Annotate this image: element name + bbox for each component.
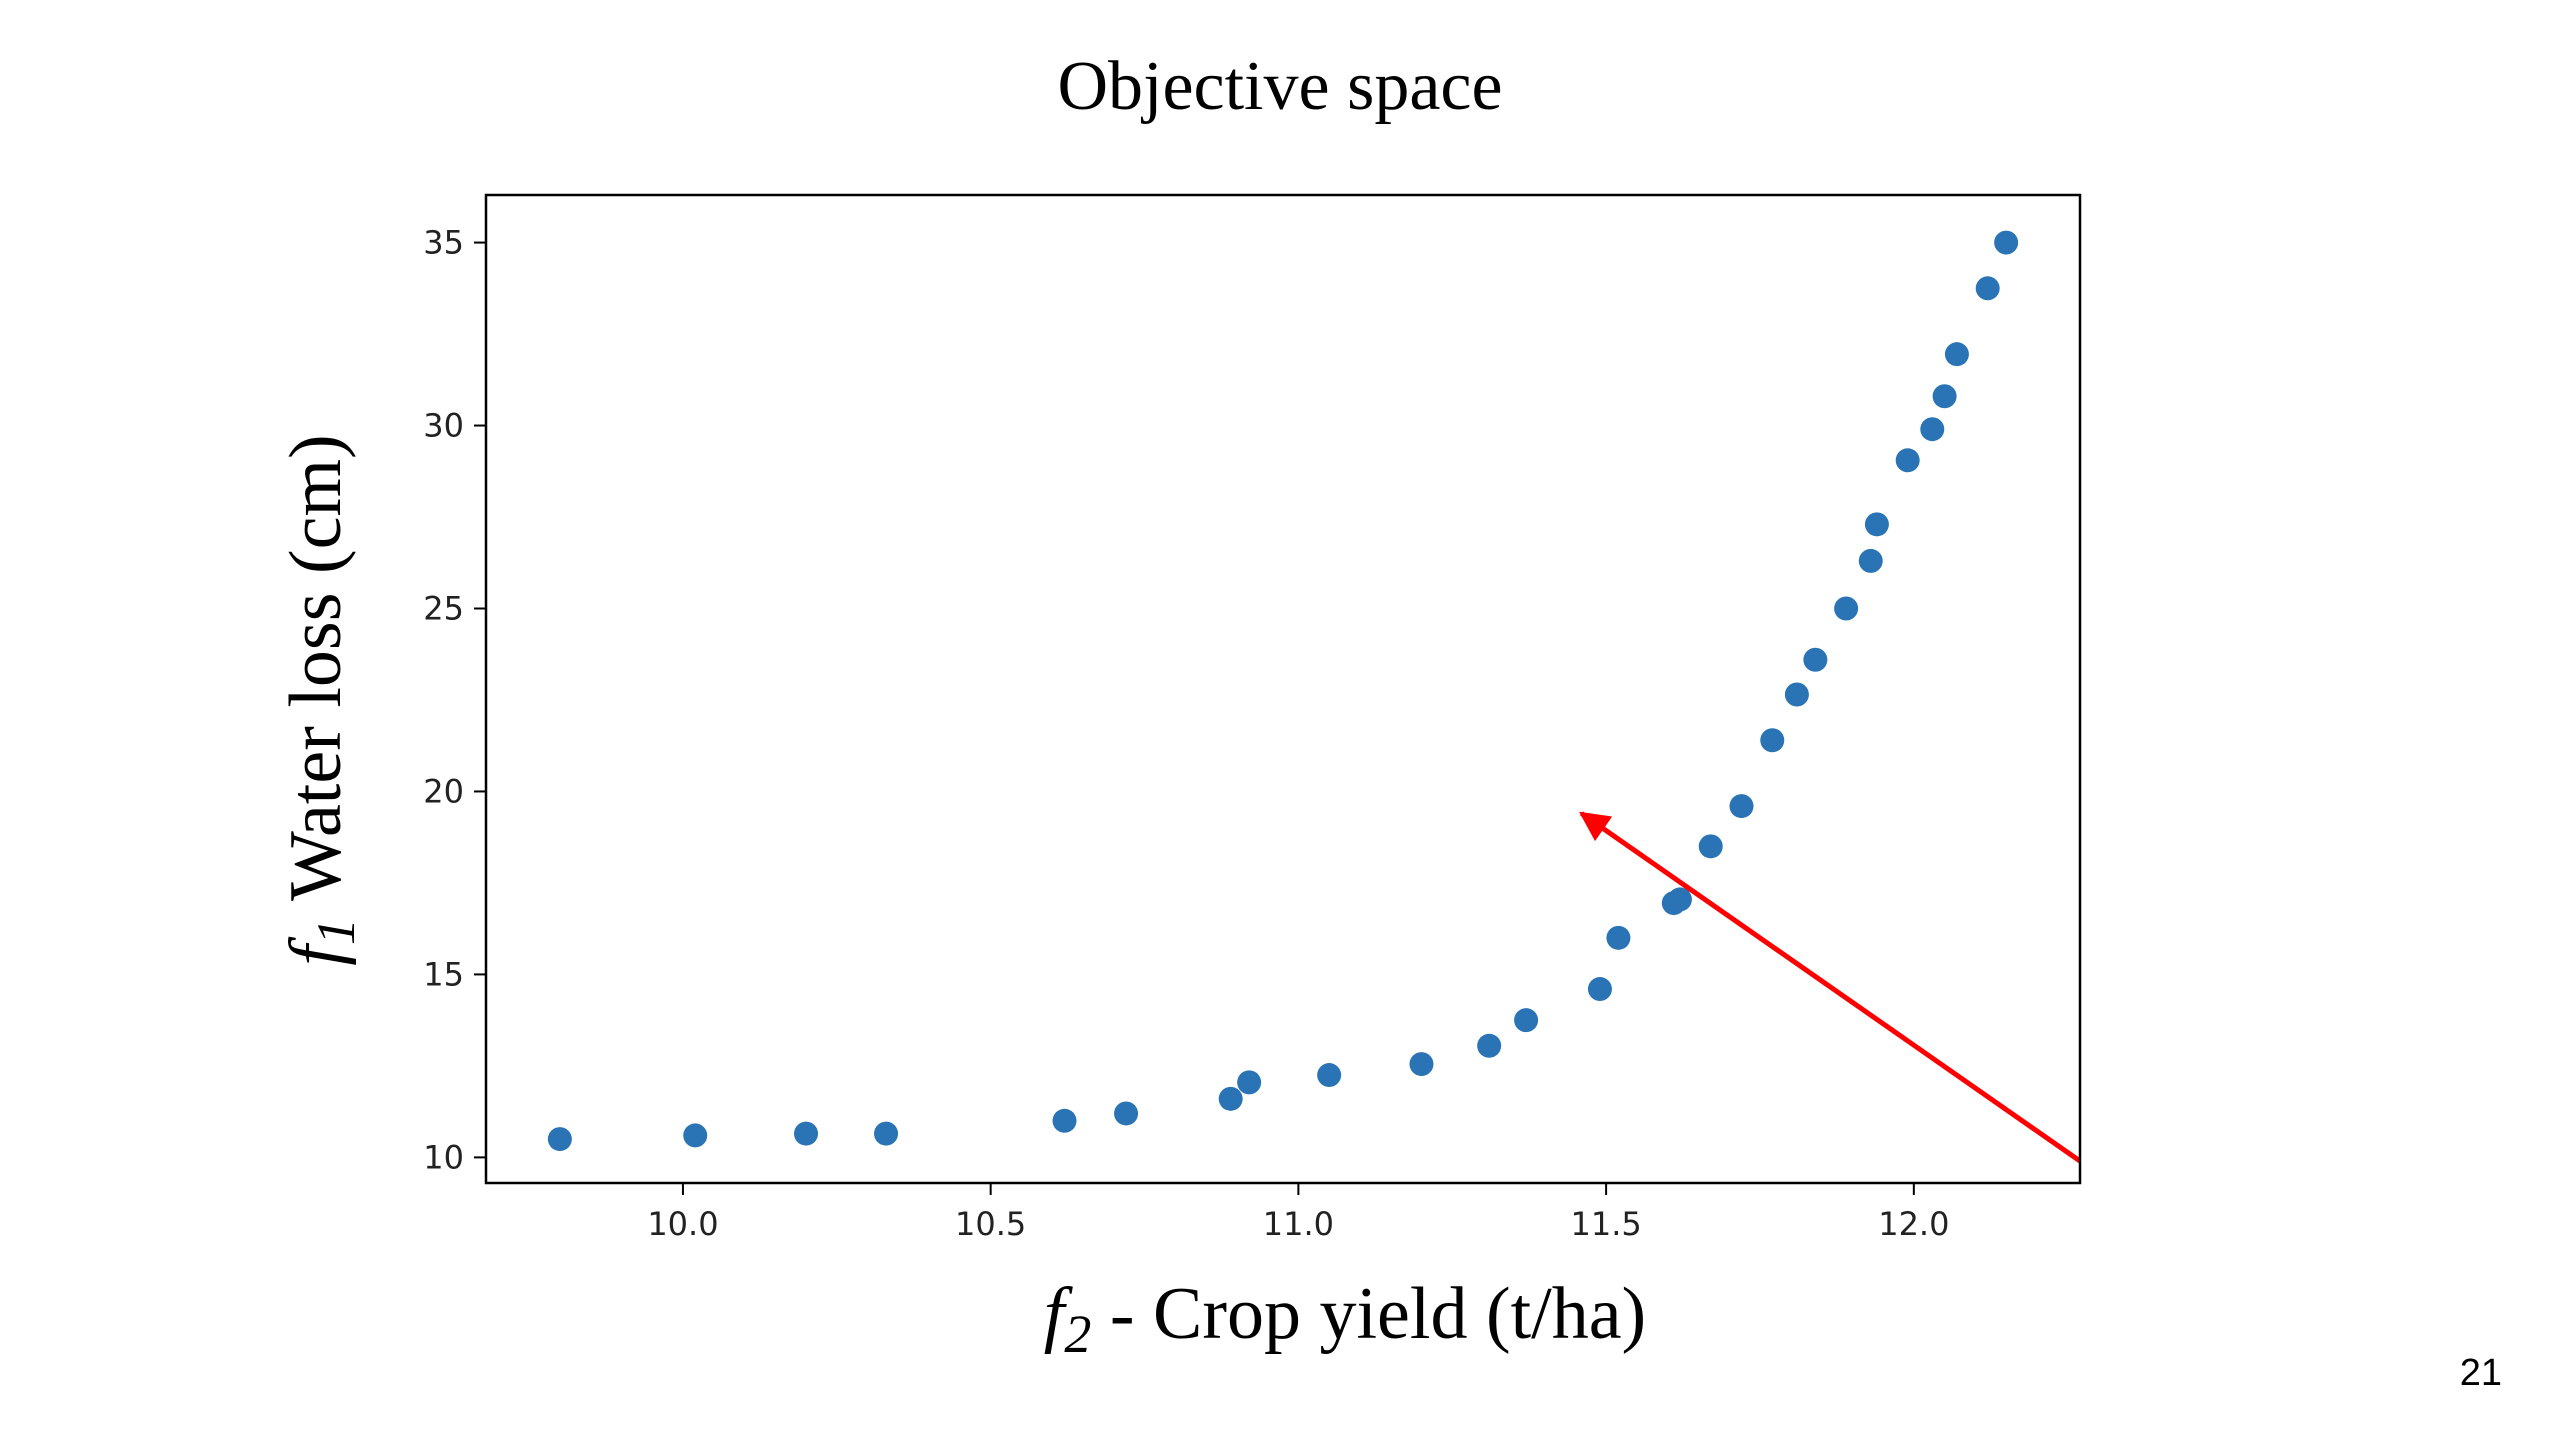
page-number: 21 [2459,1352,2502,1394]
x-axis-text: - Crop yield (t/ha) [1091,1273,1646,1355]
data-point [1864,512,1889,537]
data-point [1514,1008,1539,1033]
y-tick-label: 10 [423,1138,464,1176]
data-point [1587,977,1612,1002]
y-tick-label: 30 [423,407,464,445]
data-point [1760,728,1785,753]
data-point [1994,230,2019,255]
y-tick-label: 15 [423,955,464,993]
data-point [1784,682,1809,707]
data-point [1834,596,1859,621]
data-point [547,1127,572,1152]
data-point [1317,1063,1342,1088]
x-axis-title: f2 - Crop yield (t/ha) [1044,1273,1646,1364]
data-point [1858,548,1883,573]
data-point [1052,1108,1077,1133]
data-point [1114,1101,1139,1126]
y-tick-label: 25 [423,589,464,627]
data-point [1803,647,1828,672]
data-point [1932,384,1957,409]
data-point [794,1121,819,1146]
plot-frame [484,193,2082,1185]
data-point [1409,1052,1434,1077]
data-point [1606,925,1631,950]
data-point [1477,1033,1502,1058]
y-axis-title: f1 Water loss (cm) [275,434,366,965]
x-tick-label: 11.0 [1263,1205,1334,1243]
data-point [1895,448,1920,473]
red-arrow [1579,811,2082,1164]
y-axis-text: Water loss (cm) [275,434,357,918]
data-point [1944,342,1969,367]
data-point [1975,276,2000,301]
x-tick-label: 12.0 [1878,1205,1949,1243]
x-axis-sub: 2 [1064,1304,1091,1364]
data-point [1218,1086,1243,1111]
x-tick-label: 10.5 [955,1205,1026,1243]
data-point [1729,794,1754,819]
axis-ticks: 10.0 10.5 11.0 11.5 12.0 10 15 20 25 30 35 [423,224,1949,1243]
annotation-arrow [1579,811,2082,1164]
x-tick-label: 11.5 [1570,1205,1641,1243]
data-point [1667,887,1692,912]
y-axis-sub: 1 [306,918,366,945]
data-point [683,1123,708,1148]
data-points [547,230,2019,1152]
data-point [1920,417,1945,442]
data-point [1698,834,1723,859]
y-tick-label: 35 [423,224,464,262]
data-point [1237,1070,1262,1095]
data-point [874,1121,899,1146]
y-tick-label: 20 [423,772,464,810]
x-tick-label: 10.0 [647,1205,718,1243]
slide-title: Objective space [1057,48,1503,125]
